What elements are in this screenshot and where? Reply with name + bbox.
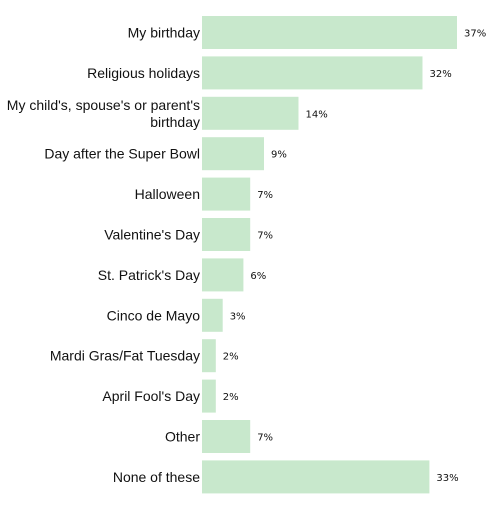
bar-0 (202, 16, 457, 49)
value-label-7: 3% (230, 311, 246, 322)
bar-3 (202, 137, 264, 171)
value-label-10: 7% (257, 433, 273, 444)
category-label-11: None of these (113, 469, 200, 485)
value-label-11: 33% (436, 473, 458, 484)
value-labels-group: 37% 32% 14% 9% 7% 7% 6% 3% 2% 2% 7% 33% (223, 29, 486, 484)
category-labels-group: My birthday Religious holidays My child's,… (7, 25, 201, 485)
value-label-1: 32% (430, 69, 452, 80)
category-label-4: Halloween (135, 186, 200, 202)
bar-10 (202, 420, 251, 453)
value-label-2: 14% (306, 109, 328, 120)
bars-group (202, 16, 457, 494)
category-label-10: Other (165, 429, 200, 445)
value-label-5: 7% (257, 231, 273, 242)
value-label-0: 37% (464, 29, 486, 40)
value-label-8: 2% (223, 352, 239, 363)
bar-2 (202, 96, 299, 130)
bar-11 (202, 460, 430, 494)
category-label-0: My birthday (128, 25, 200, 41)
bar-1 (202, 56, 423, 90)
bar-9 (202, 379, 216, 413)
category-label-1: Religious holidays (87, 65, 200, 81)
category-label-3: Day after the Super Bowl (44, 146, 200, 162)
category-label-8: Mardi Gras/Fat Tuesday (50, 348, 200, 364)
bar-5 (202, 218, 251, 251)
value-label-3: 9% (271, 150, 287, 161)
bar-7 (202, 298, 223, 332)
bar-4 (202, 177, 251, 211)
category-label-7: Cinco de Mayo (107, 307, 201, 323)
category-label-5: Valentine's Day (104, 227, 200, 243)
category-label-6: St. Patrick's Day (98, 267, 200, 283)
bar-8 (202, 339, 216, 373)
category-label-2: My child's, spouse's or parent's birthday (7, 97, 200, 130)
category-label-9: April Fool's Day (102, 388, 200, 404)
value-label-4: 7% (257, 190, 273, 201)
value-label-6: 6% (250, 271, 266, 282)
value-label-9: 2% (223, 392, 239, 403)
bar-6 (202, 258, 244, 292)
